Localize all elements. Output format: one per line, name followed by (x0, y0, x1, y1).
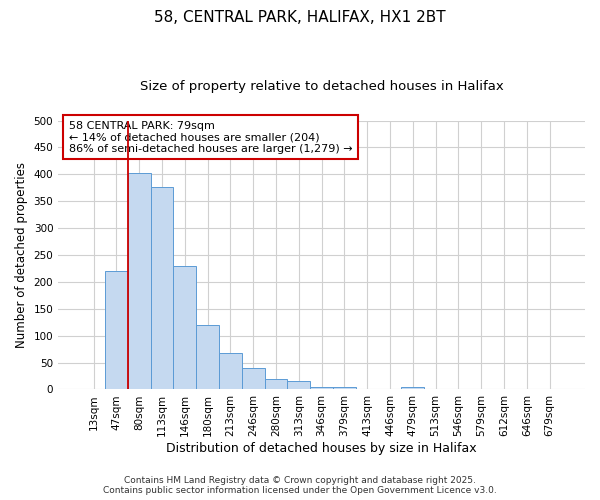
Bar (265, 378, 287, 390)
Bar (105, 271, 128, 390)
Bar (242, 368, 265, 390)
Text: 58 CENTRAL PARK: 79sqm
← 14% of detached houses are smaller (204)
86% of semi-de: 58 CENTRAL PARK: 79sqm ← 14% of detached… (69, 120, 352, 154)
Bar (151, 187, 173, 390)
Bar (287, 382, 310, 390)
Text: 58, CENTRAL PARK, HALIFAX, HX1 2BT: 58, CENTRAL PARK, HALIFAX, HX1 2BT (154, 10, 446, 25)
Bar (333, 387, 356, 390)
Text: Contains HM Land Registry data © Crown copyright and database right 2025.
Contai: Contains HM Land Registry data © Crown c… (103, 476, 497, 495)
Bar (173, 266, 196, 390)
X-axis label: Distribution of detached houses by size in Halifax: Distribution of detached houses by size … (166, 442, 477, 455)
Y-axis label: Number of detached properties: Number of detached properties (15, 162, 28, 348)
Bar (401, 387, 424, 390)
Bar (196, 326, 219, 390)
Bar (128, 172, 151, 390)
Bar (219, 353, 242, 390)
Bar (310, 387, 333, 390)
Title: Size of property relative to detached houses in Halifax: Size of property relative to detached ho… (140, 80, 503, 93)
